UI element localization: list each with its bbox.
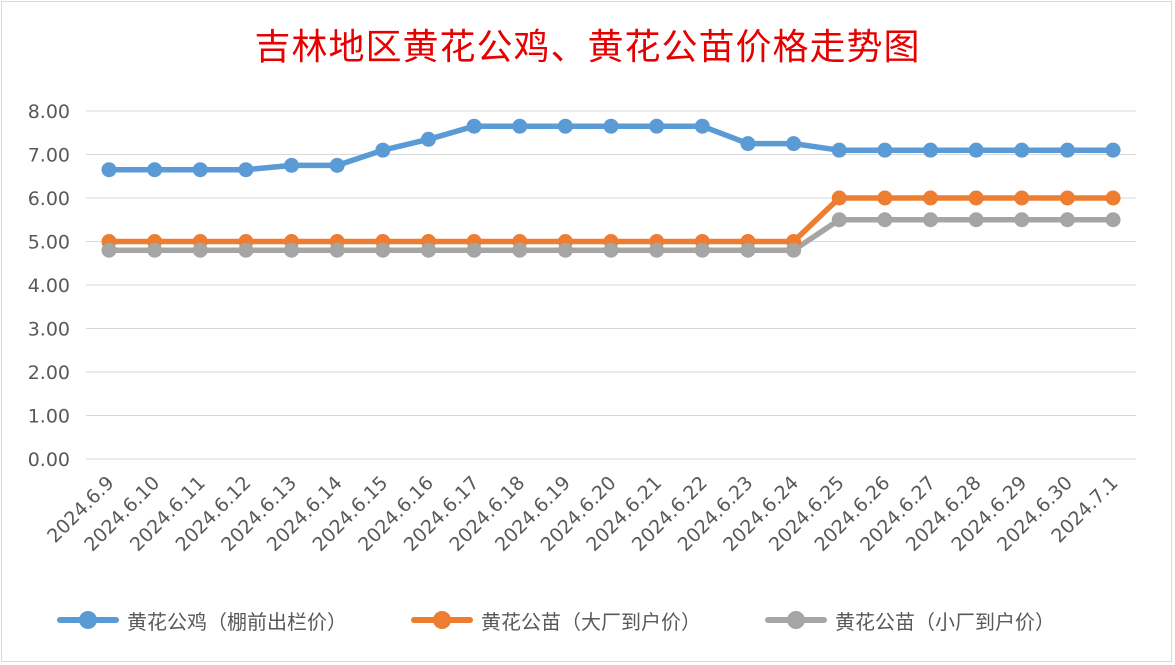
y-tick-label: 6.00	[28, 188, 70, 210]
y-tick-label: 4.00	[28, 275, 70, 297]
data-point-series-3	[694, 242, 710, 258]
legend-marker-series-2	[433, 611, 451, 629]
line-chart: 0.00 1.00 2.00 3.00 4.00 5.00 6.00 7.00 8.00 202…	[28, 101, 1136, 556]
data-point-series-1	[1105, 142, 1121, 158]
data-point-series-1	[557, 118, 573, 134]
series-points	[101, 118, 1121, 258]
data-point-series-3	[101, 242, 117, 258]
data-point-series-1	[831, 142, 847, 158]
legend-swatch-series-3	[765, 611, 827, 629]
data-point-series-3	[375, 242, 391, 258]
y-tick-label: 7.00	[28, 145, 70, 167]
data-point-series-3	[603, 242, 619, 258]
data-point-series-1	[101, 162, 117, 178]
data-point-series-3	[1059, 212, 1075, 228]
legend-marker-series-3	[787, 611, 805, 629]
data-point-series-1	[466, 118, 482, 134]
data-point-series-2	[877, 190, 893, 206]
legend-label-series-2: 黄花公苗（大厂到户价）	[481, 609, 701, 634]
legend-label-series-3: 黄花公苗（小厂到户价）	[835, 609, 1055, 634]
y-axis-tick-labels: 0.00 1.00 2.00 3.00 4.00 5.00 6.00 7.00 8.00	[28, 101, 70, 471]
data-point-series-3	[238, 242, 254, 258]
data-point-series-3	[192, 242, 208, 258]
data-point-series-3	[1014, 212, 1030, 228]
data-point-series-1	[1014, 142, 1030, 158]
data-point-series-3	[923, 212, 939, 228]
data-point-series-1	[284, 157, 300, 173]
legend-item-series-3: 黄花公苗（小厂到户价）	[765, 600, 1055, 640]
legend-item-series-1: 黄花公鸡（棚前出栏价）	[57, 600, 347, 640]
data-point-series-1	[329, 157, 345, 173]
data-point-series-3	[557, 242, 573, 258]
data-point-series-1	[740, 136, 756, 152]
chart-title: 吉林地区黄花公鸡、黄花公苗价格走势图	[254, 27, 921, 68]
data-point-series-1	[192, 162, 208, 178]
data-point-series-1	[877, 142, 893, 158]
y-tick-label: 3.00	[28, 319, 70, 341]
x-axis-tick-labels: 2024.6.92024.6.102024.6.112024.6.122024.…	[43, 472, 1122, 556]
y-tick-label: 5.00	[28, 232, 70, 254]
data-point-series-3	[1105, 212, 1121, 228]
data-point-series-3	[786, 242, 802, 258]
data-point-series-2	[831, 190, 847, 206]
data-point-series-3	[877, 212, 893, 228]
data-point-series-1	[923, 142, 939, 158]
data-point-series-3	[649, 242, 665, 258]
legend-swatch-series-1	[57, 611, 119, 629]
data-point-series-1	[375, 142, 391, 158]
data-point-series-1	[649, 118, 665, 134]
y-tick-label: 1.00	[28, 406, 70, 428]
data-point-series-1	[1059, 142, 1075, 158]
data-point-series-3	[420, 242, 436, 258]
legend: 黄花公鸡（棚前出栏价） 黄花公苗（大厂到户价） 黄花公苗（小厂到户价）	[0, 600, 1175, 640]
data-point-series-1	[786, 136, 802, 152]
data-point-series-1	[694, 118, 710, 134]
data-point-series-3	[740, 242, 756, 258]
data-point-series-3	[466, 242, 482, 258]
y-tick-label: 8.00	[28, 101, 70, 123]
series-lines	[106, 123, 1116, 253]
data-point-series-1	[147, 162, 163, 178]
data-point-series-2	[923, 190, 939, 206]
legend-label-series-1: 黄花公鸡（棚前出栏价）	[127, 609, 347, 634]
y-tick-label: 0.00	[28, 449, 70, 471]
data-point-series-2	[968, 190, 984, 206]
legend-swatch-series-2	[411, 611, 473, 629]
data-point-series-1	[238, 162, 254, 178]
data-point-series-1	[968, 142, 984, 158]
data-point-series-1	[512, 118, 528, 134]
data-point-series-3	[512, 242, 528, 258]
data-point-series-3	[968, 212, 984, 228]
data-point-series-3	[147, 242, 163, 258]
legend-item-series-2: 黄花公苗（大厂到户价）	[411, 600, 701, 640]
data-point-series-2	[1059, 190, 1075, 206]
legend-marker-series-1	[79, 611, 97, 629]
data-point-series-2	[1014, 190, 1030, 206]
data-point-series-2	[1105, 190, 1121, 206]
data-point-series-1	[603, 118, 619, 134]
data-point-series-3	[329, 242, 345, 258]
y-tick-label: 2.00	[28, 362, 70, 384]
data-point-series-3	[284, 242, 300, 258]
data-point-series-1	[420, 131, 436, 147]
data-point-series-3	[831, 212, 847, 228]
